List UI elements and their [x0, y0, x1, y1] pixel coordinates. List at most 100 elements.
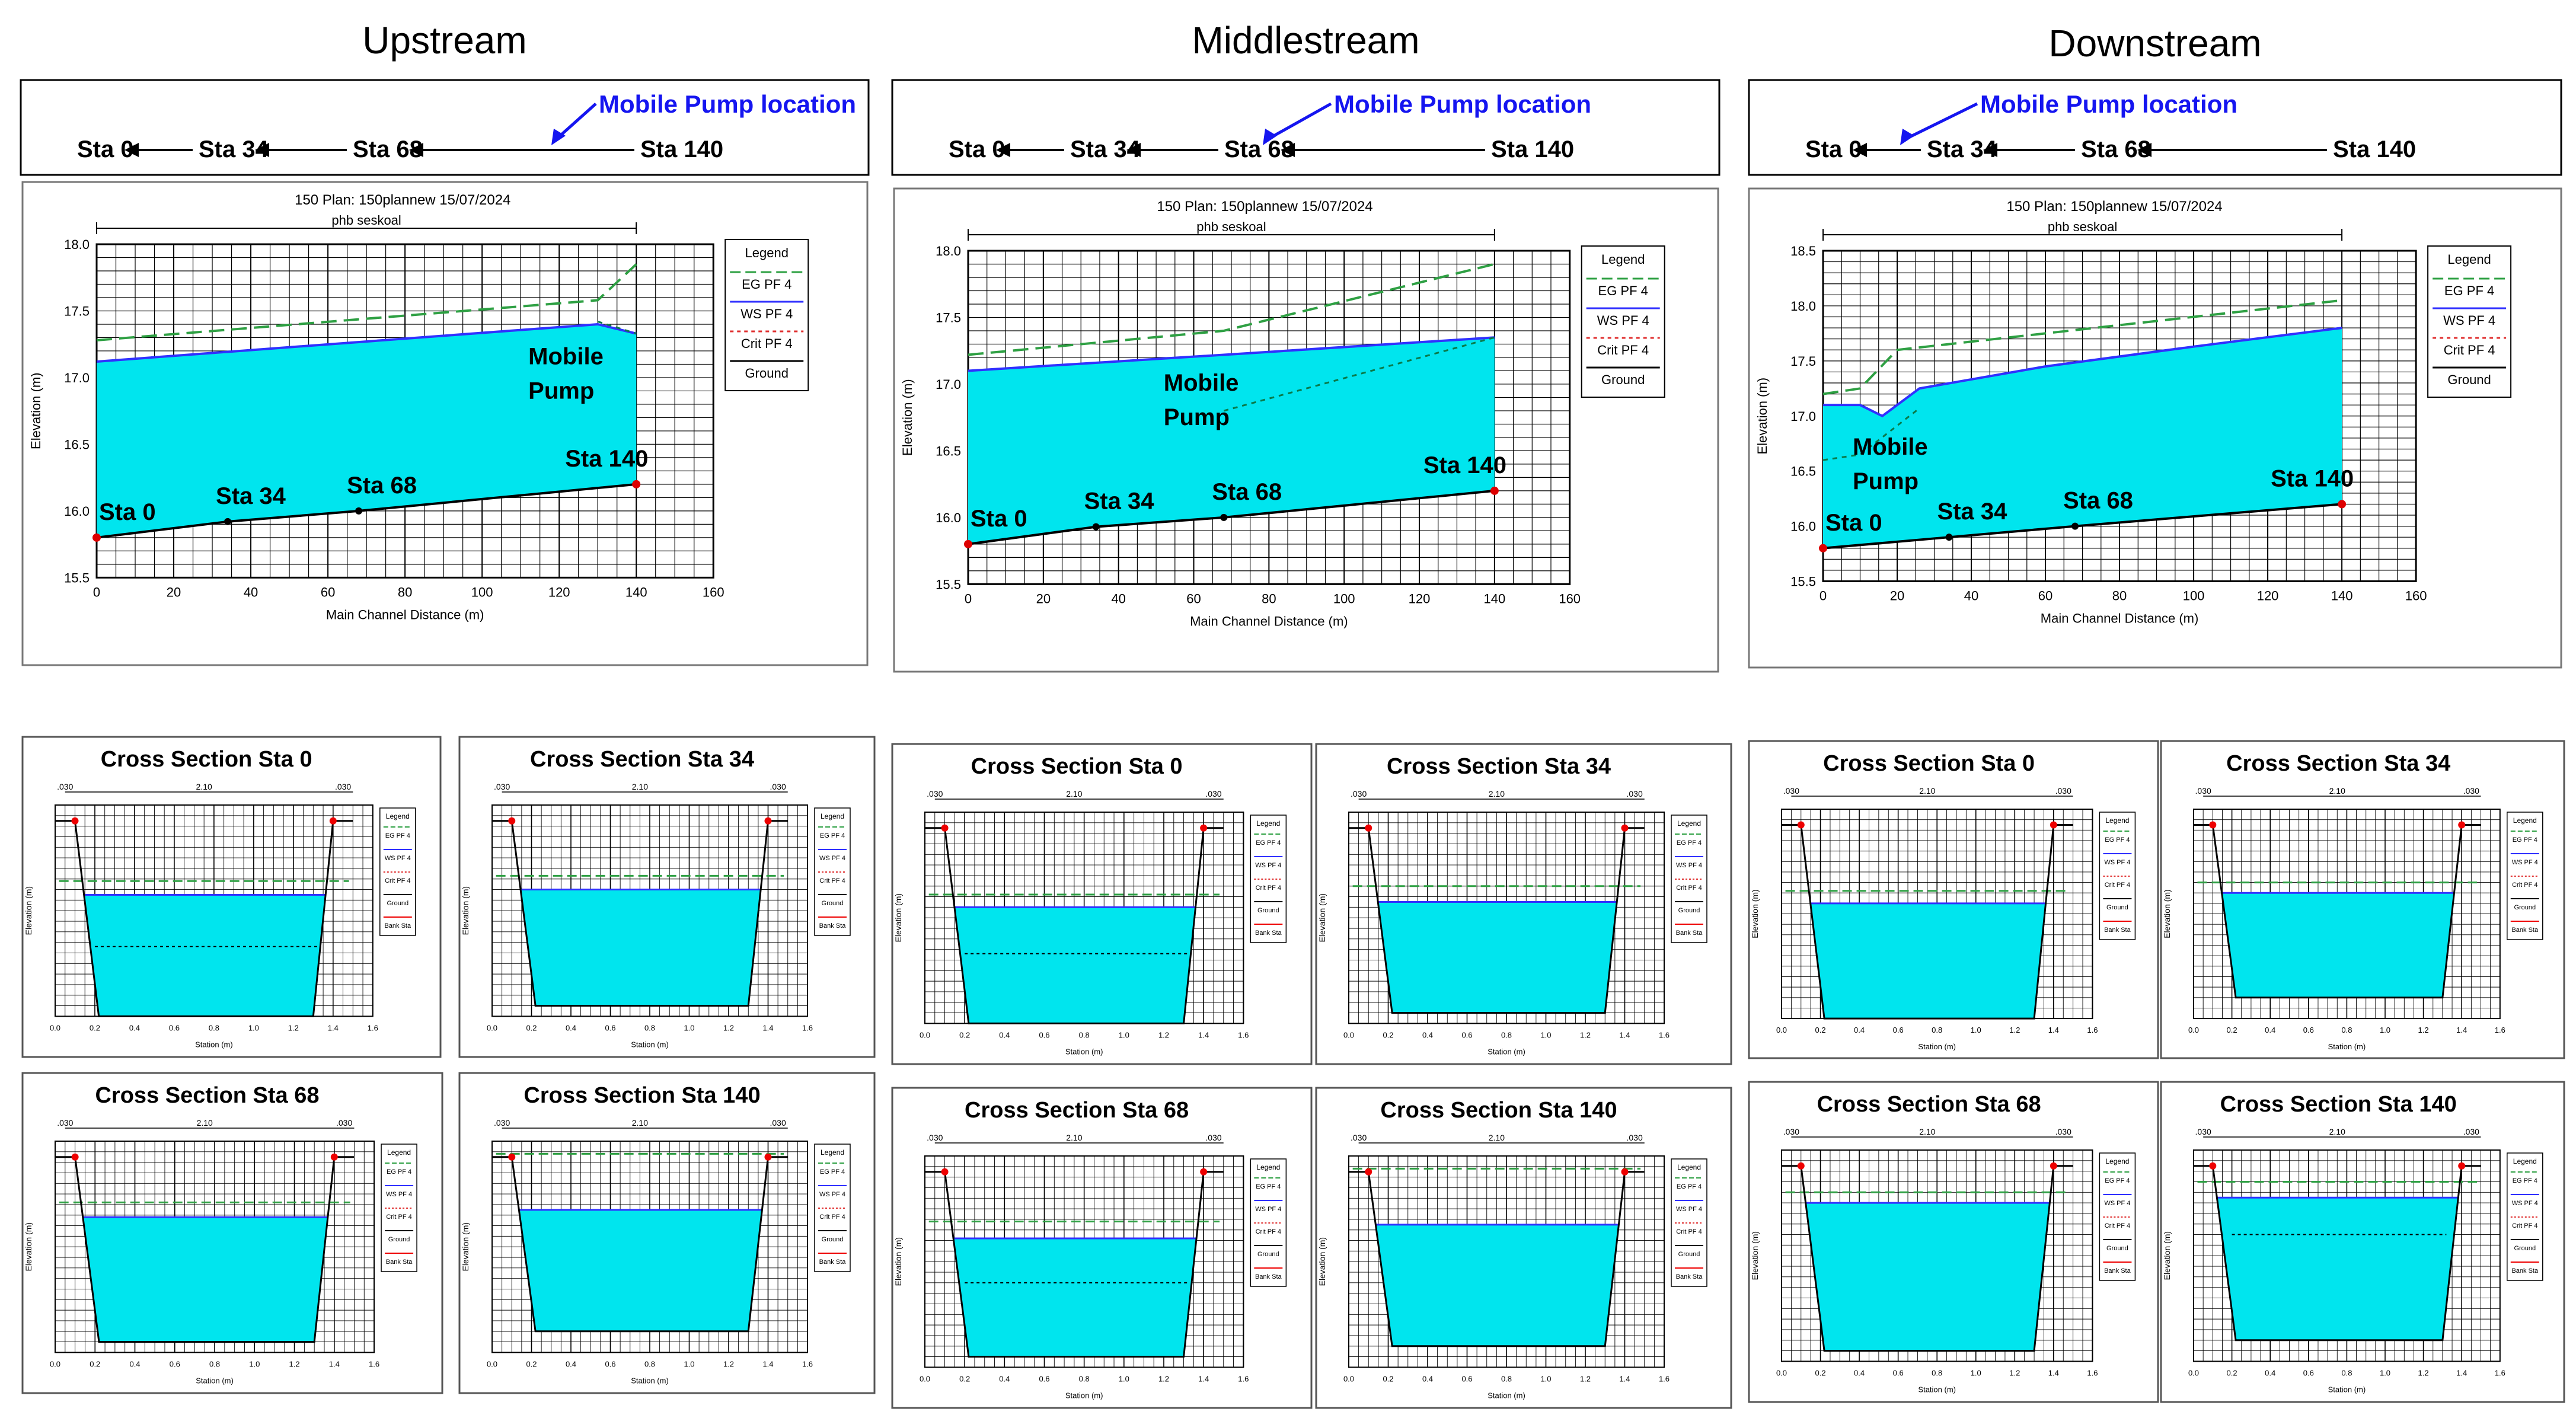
x-tick-label: 1.6	[369, 1359, 379, 1368]
plot-frame	[1348, 812, 1665, 1024]
legend-label: WS PF 4	[1597, 313, 1649, 328]
y-axis-label: Elevation (m)	[893, 893, 903, 942]
x-tick-label: 1.2	[1580, 1374, 1591, 1383]
legend-title: Legend	[2513, 1157, 2537, 1165]
x-tick-label: 0.4	[999, 1030, 1010, 1039]
x-tick-label: 0.0	[1343, 1030, 1354, 1039]
plot-frame	[491, 1141, 808, 1353]
x-tick-label: 0.6	[2303, 1368, 2314, 1377]
mobile-pump-annotation: Mobile	[528, 343, 604, 369]
x-tick-label: 1.0	[248, 1023, 259, 1032]
x-tick-label: 0.6	[170, 1359, 180, 1368]
legend-title: Legend	[1677, 1163, 1701, 1171]
pump-pointer-arrowhead	[551, 129, 566, 145]
schematic-box	[1748, 79, 2562, 176]
legend-label: WS PF 4	[2512, 859, 2538, 866]
x-axis-label: Station (m)	[1487, 1391, 1525, 1400]
x-tick-label: 1.0	[1119, 1374, 1129, 1383]
water-area	[1375, 1224, 1619, 1346]
x-tick-label: 0.4	[2265, 1368, 2275, 1377]
x-axis-label: Station (m)	[195, 1040, 233, 1049]
legend-label: Crit PF 4	[819, 877, 845, 884]
x-tick-label: 1.0	[1971, 1026, 1981, 1034]
ground-point	[1220, 513, 1228, 521]
y-axis-label: Elevation (m)	[1317, 1237, 1327, 1286]
bank-station	[508, 1153, 516, 1161]
x-tick-label: 0.8	[2341, 1368, 2352, 1377]
x-tick-label: 0.0	[487, 1023, 497, 1032]
x-tick-label: 120	[2257, 589, 2279, 603]
x-tick-label: 0.2	[959, 1030, 970, 1039]
water-area	[1810, 903, 2046, 1019]
flow-arrowhead	[2137, 143, 2152, 157]
profile-grid	[968, 250, 1571, 585]
x-tick-label: 0.0	[1776, 1368, 1787, 1377]
x-tick-label: 0.4	[999, 1374, 1010, 1383]
x-tick-label: 160	[703, 585, 724, 599]
top-width-label: 2.10	[1066, 1133, 1082, 1142]
x-tick-label: 0.2	[90, 1023, 100, 1032]
x-tick-label: 0.6	[605, 1359, 615, 1368]
end-point	[964, 539, 972, 548]
bank-station	[71, 817, 79, 825]
profile-legend	[1581, 245, 1665, 398]
cross-section-panel: Cross Section Sta 34 2.10 .030 .030 0.0 0.2 0.…	[2160, 740, 2565, 1059]
legend-title: Legend	[1677, 819, 1701, 828]
x-tick-label: 0.0	[50, 1359, 60, 1368]
plot-station-label: Sta 34	[216, 483, 286, 509]
x-tick-label: 0.8	[1079, 1374, 1090, 1383]
bank-station	[2050, 821, 2057, 829]
top-width-label: 2.10	[197, 1118, 213, 1128]
legend-label: EG PF 4	[2513, 836, 2537, 844]
cross-section-panel: Cross Section Sta 140 2.10 .030 .030 0.0 0.2 0…	[458, 1072, 876, 1394]
legend-label: Ground	[2514, 904, 2536, 911]
eg-line	[96, 263, 637, 341]
x-tick-label: 1.6	[1238, 1374, 1249, 1383]
legend-label: Ground	[388, 1236, 410, 1243]
x-tick-label: 40	[1111, 591, 1125, 606]
water-area	[519, 1209, 762, 1331]
x-tick-label: 140	[1484, 591, 1506, 606]
cross-section-title: Cross Section Sta 68	[95, 1083, 319, 1108]
bank-station	[2050, 1162, 2057, 1170]
x-axis-label: Station (m)	[1065, 1047, 1103, 1056]
top-width-label: 2.10	[632, 782, 648, 791]
x-tick-label: 1.2	[1158, 1030, 1169, 1039]
cross-section-title: Cross Section Sta 68	[1817, 1092, 2041, 1117]
cross-section-title: Cross Section Sta 140	[524, 1083, 760, 1108]
y-tick-label: 17.5	[1790, 354, 1816, 369]
bank-station	[2209, 821, 2217, 829]
legend-label: EG PF 4	[742, 277, 791, 292]
y-tick-label: 15.5	[64, 570, 90, 585]
plot-frame	[2193, 809, 2501, 1020]
bank-station	[508, 817, 516, 825]
bank-station	[1365, 824, 1372, 832]
flow-arrowhead	[1853, 143, 1867, 157]
y-axis-label: Elevation (m)	[24, 886, 33, 935]
y-axis-label: Elevation (m)	[893, 1237, 903, 1286]
y-tick-label: 17.5	[936, 310, 961, 325]
x-tick-label: 140	[2331, 589, 2353, 603]
top-width-label: 2.10	[1066, 789, 1082, 799]
legend-label: Ground	[2106, 904, 2128, 911]
legend-label: WS PF 4	[819, 855, 845, 862]
x-axis-label: Main Channel Distance (m)	[2041, 611, 2199, 626]
x-tick-label: 1.2	[289, 1359, 300, 1368]
legend-label: Bank Sta	[384, 922, 411, 930]
schematic-station-label: Sta 34	[1927, 136, 1997, 162]
legend-label: Crit PF 4	[2105, 882, 2130, 889]
ground-point	[224, 518, 232, 525]
x-tick-label: 160	[1559, 591, 1581, 606]
x-tick-label: 1.6	[2087, 1368, 2098, 1377]
x-tick-label: 1.4	[762, 1359, 773, 1368]
x-tick-label: 60	[1186, 591, 1201, 606]
x-tick-label: 1.2	[1580, 1030, 1591, 1039]
cross-section-title: Cross Section Sta 34	[530, 747, 754, 772]
y-tick-label: 16.0	[936, 510, 961, 525]
flow-arrowhead	[409, 143, 423, 157]
y-axis-label: Elevation (m)	[1750, 1231, 1760, 1280]
plot-station-label: Sta 68	[2063, 488, 2133, 514]
y-tick-label: 16.5	[936, 443, 961, 458]
bank-n-label: .030	[1351, 1133, 1367, 1142]
flow-arrowhead	[125, 143, 139, 157]
